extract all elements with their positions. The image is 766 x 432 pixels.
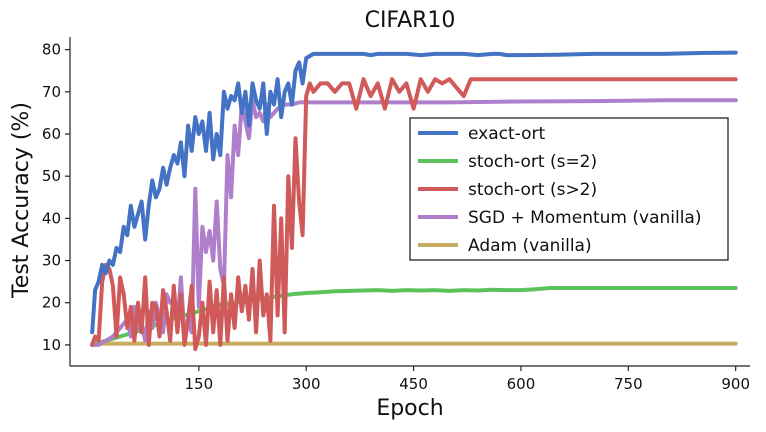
x-tick-label: 900 [721, 375, 750, 393]
chart-title: CIFAR10 [365, 8, 456, 33]
series-line-4 [90, 98, 738, 347]
y-tick-label: 50 [42, 167, 61, 185]
y-tick-label: 40 [42, 209, 61, 227]
y-tick-label: 10 [42, 336, 61, 354]
series-lines [90, 50, 738, 352]
legend-label: Adam (vanilla) [468, 236, 592, 256]
x-tick-label: 300 [292, 375, 321, 393]
x-tick-label: 750 [614, 375, 643, 393]
legend-label: stoch-ort (s>2) [468, 180, 597, 200]
x-tick-label: 600 [507, 375, 536, 393]
legend-label: exact-ort [468, 124, 545, 144]
legend-box [409, 117, 729, 261]
y-tick-label: 60 [42, 125, 61, 143]
x-axis-label: Epoch [376, 396, 443, 421]
legend: exact-ort stoch-ort (s=2) stoch-ort (s>2) S… [409, 117, 729, 261]
y-tick-label: 80 [42, 41, 61, 59]
y-tick-label: 30 [42, 252, 61, 270]
x-tick-label: 150 [185, 375, 214, 393]
y-tick-label: 70 [42, 83, 61, 101]
y-tick-label: 20 [42, 294, 61, 312]
legend-label: SGD + Momentum (vanilla) [468, 208, 701, 228]
axes: 150 300 450 600 750 900 10 20 30 40 50 60 70 80 [42, 37, 750, 393]
legend-label: stoch-ort (s=2) [468, 152, 597, 172]
y-axis-label: Test Accuracy (%) [9, 102, 34, 299]
x-tick-label: 450 [399, 375, 428, 393]
series-line-1 [90, 50, 738, 335]
series-line-3 [90, 77, 738, 352]
